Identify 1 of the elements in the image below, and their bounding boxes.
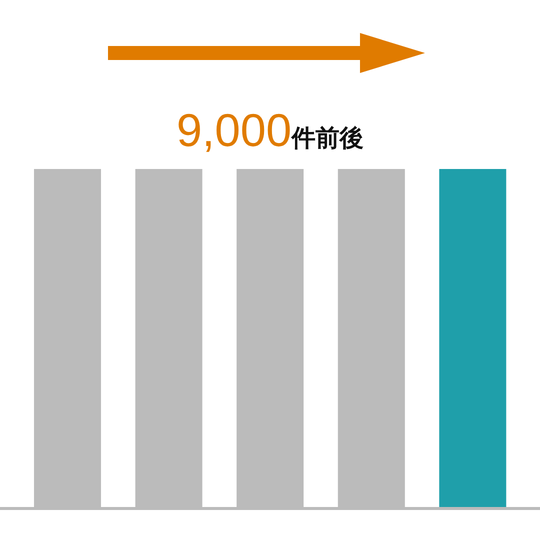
annotation: 9,000件前後 [176, 104, 364, 156]
